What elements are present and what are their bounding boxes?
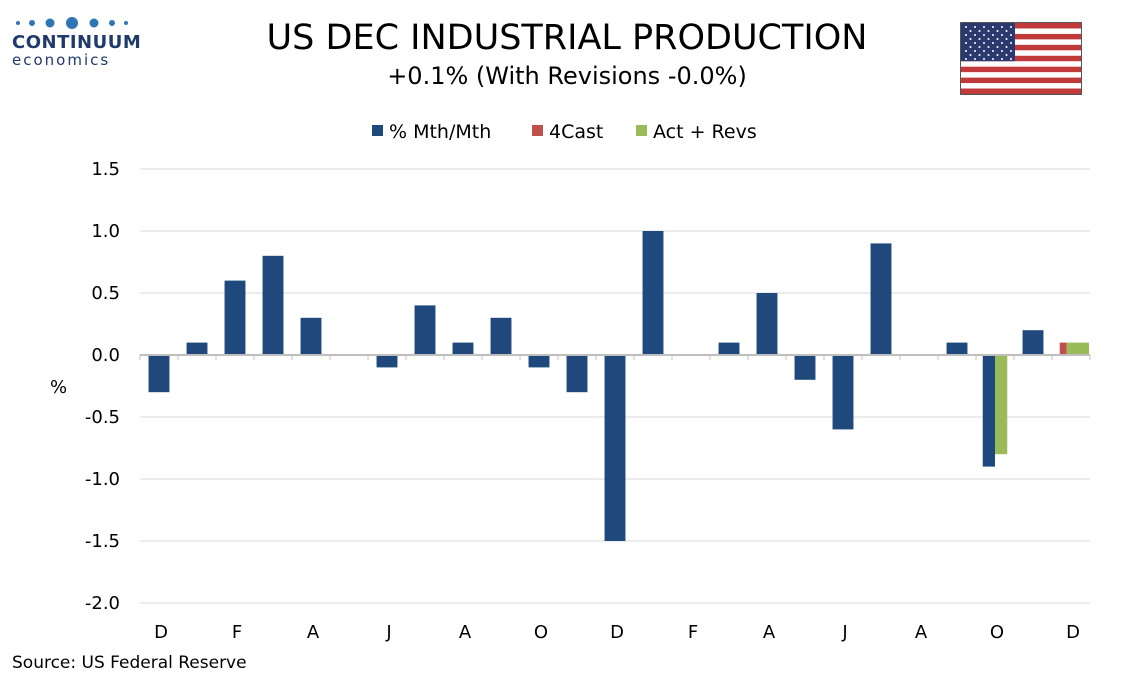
y-tick-label: -2.0 — [85, 593, 120, 614]
bar-mth-mth — [946, 342, 968, 355]
legend-label: % Mth/Mth — [389, 121, 491, 143]
legend-label: 4Cast — [549, 121, 603, 143]
logo-dots-icon — [12, 14, 132, 30]
bar-mth-mth — [262, 255, 284, 355]
legend-swatch — [372, 125, 383, 136]
x-tick-label: D — [154, 622, 168, 643]
bar-mth-mth — [794, 355, 816, 380]
bar-mth-mth — [300, 317, 322, 355]
bar-mth-mth — [1022, 330, 1044, 355]
bar-mth-mth — [528, 355, 550, 368]
chart-legend: % Mth/Mth 4Cast Act + Revs — [372, 121, 757, 143]
bar-mth-mth — [452, 342, 474, 355]
bar-chart: % Mth/Mth 4Cast Act + Revs 1.5 1.0 0.5 0.0 -0.… — [50, 121, 1091, 643]
bar-mth-mth — [566, 355, 588, 393]
bar-mth-mth — [376, 355, 398, 368]
y-tick-label: 0.0 — [91, 345, 120, 366]
y-tick-label: -1.5 — [85, 531, 120, 552]
bar-mth-mth — [148, 355, 170, 393]
y-tick-label: -1.0 — [85, 469, 120, 490]
bar-act-revs — [1066, 342, 1089, 355]
legend-swatch — [636, 125, 647, 136]
x-tick-label: O — [534, 622, 548, 643]
x-tick-label: F — [232, 622, 242, 643]
x-tick-label: A — [763, 622, 776, 643]
y-tick-label: 1.5 — [91, 159, 120, 180]
bar-mth-mth — [982, 355, 995, 467]
x-tick-label: D — [1066, 622, 1080, 643]
us-flag-icon — [960, 22, 1082, 95]
bar-mth-mth — [490, 317, 512, 355]
bar-4cast — [1059, 342, 1067, 355]
legend-label: Act + Revs — [653, 121, 757, 143]
x-tick-label: O — [990, 622, 1004, 643]
logo-name: CONTINUUM — [12, 32, 142, 53]
x-tick-label: F — [688, 622, 698, 643]
chart-title: US DEC INDUSTRIAL PRODUCTION — [266, 18, 868, 58]
bar-act-revs — [995, 355, 1008, 455]
zero-axis-line — [139, 354, 1091, 360]
bar-mth-mth — [718, 342, 740, 355]
y-axis-label: % — [50, 377, 67, 398]
chart-subtitle: +0.1% (With Revisions -0.0%) — [387, 62, 747, 90]
continuum-logo: CONTINUUM economics — [12, 14, 142, 69]
bar-mth-mth — [870, 243, 892, 355]
x-tick-label: A — [459, 622, 472, 643]
chart-bars — [148, 231, 1089, 541]
x-tick-label: J — [841, 622, 847, 643]
bar-mth-mth — [756, 293, 778, 355]
x-tick-label: A — [915, 622, 928, 643]
logo-subtitle: economics — [12, 51, 111, 69]
x-tick-label: D — [610, 622, 624, 643]
source-note: Source: US Federal Reserve — [12, 653, 247, 673]
bar-mth-mth — [642, 231, 664, 355]
y-tick-label: -0.5 — [85, 407, 120, 428]
bar-mth-mth — [604, 355, 626, 541]
y-tick-label: 0.5 — [91, 283, 120, 304]
legend-swatch — [532, 125, 543, 136]
y-axis-ticks: 1.5 1.0 0.5 0.0 -0.5 -1.0 -1.5 -2.0 — [85, 159, 120, 614]
bar-mth-mth — [224, 280, 246, 355]
bar-mth-mth — [186, 342, 208, 355]
y-tick-label: 1.0 — [91, 221, 120, 242]
bar-mth-mth — [414, 305, 436, 355]
bar-mth-mth — [832, 355, 854, 430]
x-tick-label: A — [307, 622, 320, 643]
x-tick-label: J — [385, 622, 391, 643]
